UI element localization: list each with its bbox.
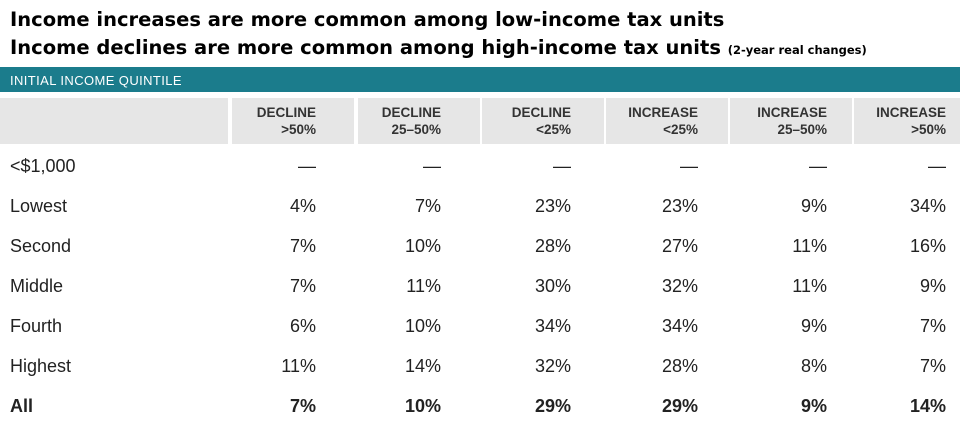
table-cell: 11% [792,236,827,256]
column-header-line-1: DECLINE [381,105,441,120]
chart-title-block: Income increases are more common among l… [10,6,955,64]
table-cell: 27% [661,236,698,256]
table-cell: — [928,156,946,176]
table-cell: 11% [281,356,316,376]
table-cell: 30% [534,276,571,296]
column-header-line-1: INCREASE [757,105,827,120]
quintile-header-label: INITIAL INCOME QUINTILE [10,73,182,88]
column-header-2: DECLINE 25–50% [358,98,480,144]
row-label: Fourth [10,316,63,336]
column-header-line-1: DECLINE [256,105,316,120]
table-cell: 7% [414,196,441,216]
table-cell: 16% [909,236,946,256]
table-cell: 10% [404,396,441,416]
table-cell: 9% [800,316,827,336]
table-cell: 23% [661,196,698,216]
table-cell: 34% [661,316,698,336]
table-cell: 29% [661,396,698,416]
column-header-4: INCREASE <25% [606,98,728,144]
row-label: Lowest [10,196,68,216]
row-label: Second [10,236,72,256]
table-cell: — [809,156,827,176]
table-cell: 14% [404,356,441,376]
table-cell: 11% [792,276,827,296]
table-row: <$1,000 — — — — — — [0,146,960,186]
table-cell: — [680,156,698,176]
table-cell: — [298,156,316,176]
table-cell: 32% [661,276,698,296]
column-header-1: DECLINE >50% [232,98,354,144]
column-header-line-2: <25% [536,122,571,137]
row-label: <$1,000 [10,156,76,176]
column-header-line-2: 25–50% [391,122,441,137]
column-header-line-1: INCREASE [876,105,946,120]
column-header-line-1: INCREASE [628,105,698,120]
table-cell: 7% [919,316,946,336]
quintile-header-band: INITIAL INCOME QUINTILE [0,67,960,92]
column-header-6: INCREASE >50% [854,98,960,144]
column-header-line-2: 25–50% [777,122,827,137]
column-header-row: DECLINE >50% DECLINE 25–50% DECLINE <25% INCRE… [0,92,960,144]
table-cell: 7% [289,276,316,296]
table-row: Fourth 6% 10% 34% 34% 9% 7% [0,306,960,346]
row-label: All [10,396,34,416]
table-row: Highest 11% 14% 32% 28% 8% 7% [0,346,960,386]
table-cell: 28% [534,236,571,256]
chart-title-line-1: Income increases are more common among l… [10,8,725,31]
table-cell: 23% [534,196,571,216]
table-cell: — [553,156,571,176]
row-label: Highest [10,356,72,376]
table-cell: 34% [534,316,571,336]
column-header-5: INCREASE 25–50% [730,98,852,144]
table-cell: 7% [919,356,946,376]
chart-title-line-2-text: Income declines are more common among hi… [10,36,721,59]
table-cell: 10% [404,316,441,336]
table-cell: 8% [800,356,827,376]
column-header-line-2: >50% [911,122,946,137]
table-cell: 10% [404,236,441,256]
table-cell: 32% [534,356,571,376]
column-header-line-1: DECLINE [511,105,571,120]
table-cell: 9% [800,196,827,216]
table-cell: 9% [800,396,827,416]
table-row: Middle 7% 11% 30% 32% 11% 9% [0,266,960,306]
row-label: Middle [10,276,64,296]
column-header-3: DECLINE <25% [482,98,604,144]
column-header-line-2: >50% [281,122,316,137]
table-cell: 6% [289,316,316,336]
table-cell: 28% [661,356,698,376]
table-cell: 29% [534,396,571,416]
table-cell: — [423,156,441,176]
column-header-line-2: <25% [663,122,698,137]
table-cell: 9% [919,276,946,296]
table-row: All 7% 10% 29% 29% 9% 14% [0,386,960,426]
chart-title-note: (2-year real changes) [727,43,867,57]
table-cell: 4% [289,196,316,216]
table-cell: 14% [909,396,946,416]
table-row: Lowest 4% 7% 23% 23% 9% 34% [0,186,960,226]
chart-title-line-2: Income declines are more common among hi… [10,34,955,64]
table-cell: 34% [909,196,946,216]
table-cell: 7% [289,236,316,256]
table-cell: 7% [289,396,316,416]
row-label-header-cell [0,98,228,144]
table-cell: 11% [406,276,441,296]
table-row: Second 7% 10% 28% 27% 11% 16% [0,226,960,266]
